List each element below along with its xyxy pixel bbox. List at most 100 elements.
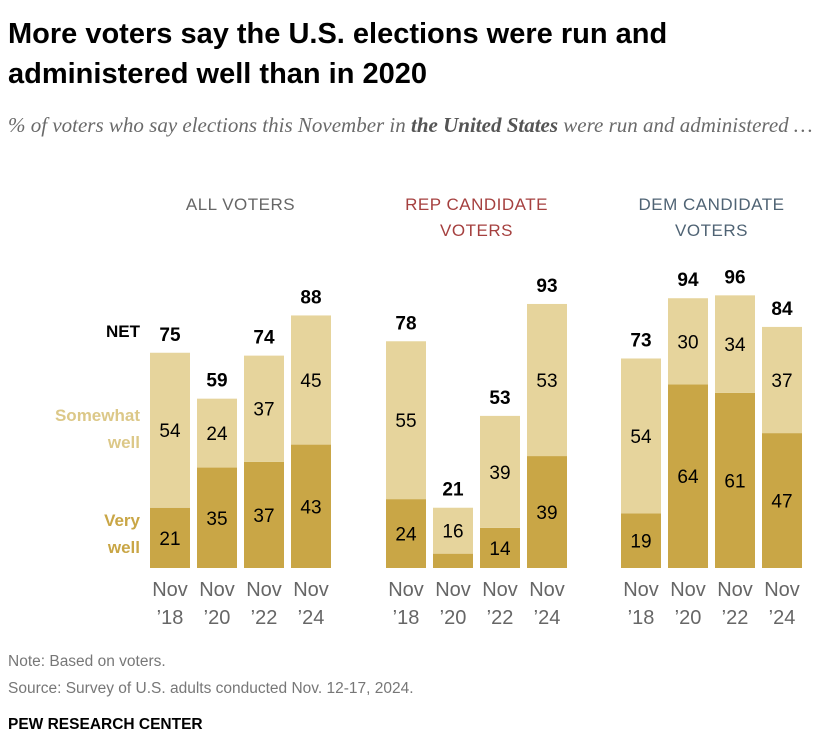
x-tick-label: ’18: [393, 607, 420, 629]
x-tick-label: Nov: [764, 579, 800, 601]
bar-very-well: [197, 467, 237, 568]
x-tick-label: ’22: [251, 607, 278, 629]
x-tick-label: Nov: [717, 579, 753, 601]
bar-somewhat-well: [668, 298, 708, 385]
x-tick-label: ’24: [298, 607, 325, 629]
value-label-somewhat-well: 24: [206, 424, 228, 445]
subtitle-prefix: % of voters who say elections this Novem…: [8, 113, 412, 137]
value-label-somewhat-well: 34: [724, 335, 746, 356]
value-label-very-well: 21: [159, 529, 180, 550]
net-label: 73: [630, 330, 651, 351]
bar-somewhat-well: [715, 295, 755, 393]
bar-somewhat-well: [291, 315, 331, 445]
value-label-very-well: 39: [536, 503, 557, 524]
value-label-very-well: 43: [300, 497, 321, 518]
value-label-very-well: 24: [395, 525, 417, 546]
value-label-very-well: 35: [206, 509, 227, 530]
net-label: 59: [206, 371, 227, 392]
bar-very-well: [150, 507, 190, 568]
bar-very-well: [668, 384, 708, 568]
bar-very-well: [762, 433, 802, 568]
panel-title: VOTERS: [440, 221, 513, 240]
value-label-somewhat-well: 30: [677, 332, 698, 353]
net-label: 78: [395, 313, 416, 334]
value-label-very-well: 47: [771, 492, 792, 513]
panel-title: REP CANDIDATE: [405, 195, 548, 214]
bar-somewhat-well: [197, 398, 237, 468]
subtitle-suffix: were run and administered …: [558, 113, 813, 137]
x-tick-label: Nov: [152, 579, 188, 601]
x-tick-label: Nov: [199, 579, 235, 601]
bar-somewhat-well: [386, 341, 426, 500]
chart-subtitle: % of voters who say elections this Novem…: [8, 110, 836, 141]
x-tick-label: ’24: [534, 607, 561, 629]
bar-very-well: [715, 392, 755, 568]
bar-somewhat-well: [762, 326, 802, 434]
x-tick-label: ’20: [675, 607, 702, 629]
chart-title: More voters say the U.S. elections were …: [8, 18, 668, 90]
net-label: 21: [442, 480, 464, 501]
x-tick-label: Nov: [435, 579, 471, 601]
net-label: 93: [536, 276, 557, 297]
x-tick-label: Nov: [482, 579, 518, 601]
x-tick-label: Nov: [293, 579, 329, 601]
bar-somewhat-well: [150, 352, 190, 508]
legend-somewhat-well: Somewhat: [55, 406, 140, 425]
net-label: 96: [724, 267, 745, 288]
x-tick-label: ’24: [769, 607, 796, 629]
bar-somewhat-well: [621, 358, 661, 514]
bar-somewhat-well: [480, 415, 520, 528]
net-label: 75: [159, 325, 181, 346]
x-tick-label: Nov: [529, 579, 565, 601]
x-tick-label: Nov: [246, 579, 282, 601]
value-label-somewhat-well: 16: [442, 522, 463, 543]
value-label-somewhat-well: 45: [300, 371, 321, 392]
value-label-somewhat-well: 37: [771, 371, 792, 392]
bar-very-well: [386, 499, 426, 568]
net-label: 94: [677, 270, 699, 291]
x-tick-label: ’22: [722, 607, 749, 629]
bar-very-well: [527, 456, 567, 568]
bar-very-well: [433, 553, 473, 568]
x-tick-label: Nov: [388, 579, 424, 601]
legend-net: NET: [106, 322, 141, 341]
x-tick-label: Nov: [623, 579, 659, 601]
value-label-very-well: 14: [489, 539, 511, 560]
bar-very-well: [244, 461, 284, 568]
panel-title: ALL VOTERS: [186, 195, 295, 214]
value-label-very-well: 61: [724, 471, 745, 492]
legend-somewhat-well: well: [107, 433, 140, 452]
x-tick-label: ’22: [487, 607, 514, 629]
value-label-somewhat-well: 54: [630, 427, 652, 448]
chart-note: Note: Based on voters.: [8, 653, 166, 670]
value-label-somewhat-well: 53: [536, 371, 557, 392]
net-label: 74: [253, 328, 275, 349]
bar-very-well: [480, 527, 520, 568]
panel-title: DEM CANDIDATE: [639, 195, 785, 214]
net-label: 88: [300, 287, 321, 308]
net-label: 53: [489, 388, 510, 409]
bar-somewhat-well: [244, 355, 284, 462]
value-label-somewhat-well: 37: [253, 400, 274, 421]
bar-very-well: [291, 444, 331, 568]
x-tick-label: ’18: [628, 607, 655, 629]
net-label: 84: [771, 299, 793, 320]
bar-very-well: [621, 513, 661, 568]
value-label-somewhat-well: 55: [395, 411, 416, 432]
value-label-very-well: 64: [677, 467, 699, 488]
legend-very-well: Very: [104, 511, 140, 530]
legend-very-well: well: [107, 538, 140, 557]
value-label-somewhat-well: 54: [159, 421, 181, 442]
value-label-very-well: 19: [630, 532, 651, 553]
value-label-very-well: 37: [253, 506, 274, 527]
bar-somewhat-well: [433, 507, 473, 554]
x-tick-label: ’20: [440, 607, 467, 629]
x-tick-label: ’20: [204, 607, 231, 629]
subtitle-emphasis: the United States: [411, 113, 559, 137]
value-label-somewhat-well: 39: [489, 463, 510, 484]
x-tick-label: Nov: [670, 579, 706, 601]
brand-footer: PEW RESEARCH CENTER: [8, 716, 203, 733]
chart-source: Source: Survey of U.S. adults conducted …: [8, 680, 414, 697]
bar-somewhat-well: [527, 303, 567, 457]
